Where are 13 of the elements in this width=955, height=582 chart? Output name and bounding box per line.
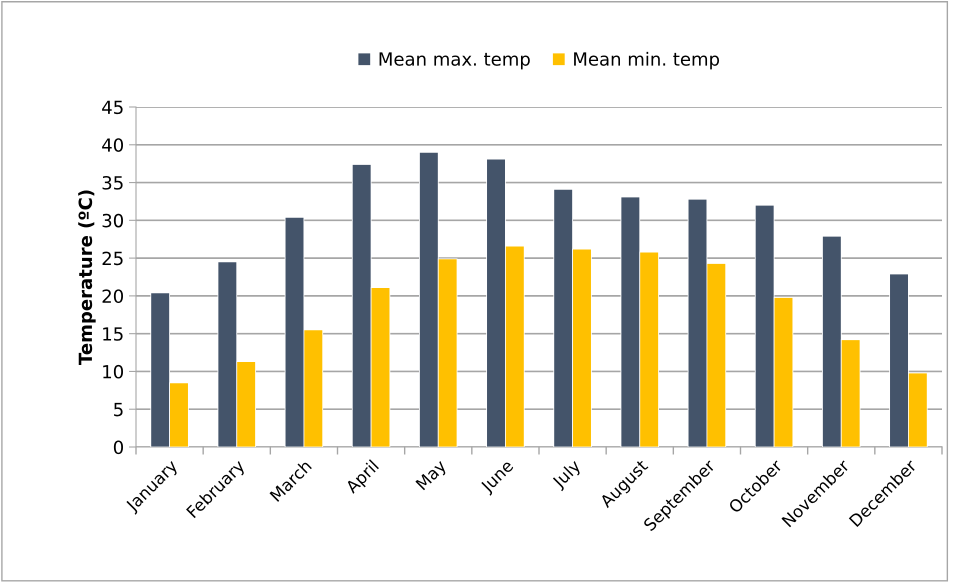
y-tick-label: 30 (102, 214, 123, 228)
y-tick-label: 35 (102, 176, 123, 190)
y-tick-label: 10 (103, 364, 123, 379)
legend-label: Mean min. temp (574, 52, 720, 70)
legend-label: Mean max. temp (380, 52, 530, 70)
y-tick-label: 25 (102, 252, 123, 266)
y-tick-label: 40 (102, 138, 123, 152)
y-tick-label: 45 (102, 100, 123, 114)
y-axis-title: Temperature (ºC) (78, 190, 96, 365)
y-tick-label: 5 (114, 402, 123, 416)
y-tick-label: 20 (102, 289, 123, 304)
y-tick-label: 15 (103, 327, 123, 341)
y-tick-label: 0 (114, 440, 123, 454)
